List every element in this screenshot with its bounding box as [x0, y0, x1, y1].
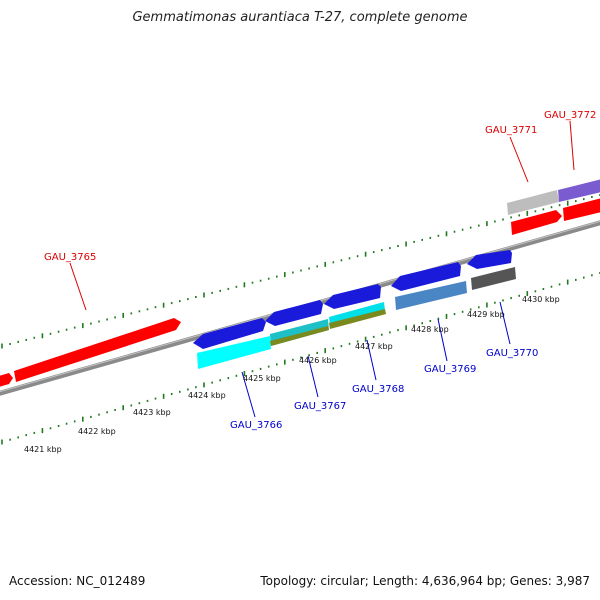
scale-label: 4421 kbp [24, 445, 62, 454]
gene-label-gau3772[interactable]: GAU_3772 [544, 110, 596, 121]
gene-label-gau3769[interactable]: GAU_3769 [424, 364, 476, 375]
scale-label: 4429 kbp [467, 310, 505, 319]
leader-gau3772 [569, 120, 575, 171]
gene-arrow-gau3772[interactable] [563, 196, 600, 221]
feature-bar-gau3769[interactable] [395, 281, 467, 310]
gene-label-gau3765[interactable]: GAU_3765 [44, 252, 96, 263]
scale-label: 4423 kbp [133, 408, 171, 417]
leader-gau3771 [509, 136, 529, 183]
leader-gau3768 [366, 339, 377, 381]
feature-bar-gau3766[interactable] [197, 336, 271, 369]
gene-label-gau3771[interactable]: GAU_3771 [485, 125, 537, 136]
gene-arrow-gau3769[interactable] [391, 262, 461, 291]
outer-tick-ring [1, 194, 600, 349]
leader-gau3769 [437, 318, 448, 362]
gene-arrow-gau3767[interactable] [265, 300, 323, 326]
leader-gau3765 [69, 262, 87, 311]
leader-gau3767 [307, 355, 319, 398]
scale-label: 4427 kbp [355, 342, 393, 351]
scale-label: 4430 kbp [522, 295, 560, 304]
leader-gau3770 [499, 301, 511, 345]
scale-label: 4424 kbp [188, 391, 226, 400]
feature-bar-gau3770[interactable] [471, 267, 516, 290]
gene-arrow-gau3768[interactable] [324, 284, 381, 309]
scale-label: 4428 kbp [411, 325, 449, 334]
scale-label: 4426 kbp [299, 356, 337, 365]
map-title: Gemmatimonas aurantiaca T-27, complete g… [132, 10, 468, 25]
gene-label-gau3767[interactable]: GAU_3767 [294, 401, 346, 412]
feature-bar-gau3772[interactable] [558, 177, 600, 202]
gene-arrow-gau3764[interactable] [0, 373, 13, 388]
gene-arrow-gau3771[interactable] [511, 210, 562, 235]
gene-label-gau3770[interactable]: GAU_3770 [486, 348, 538, 359]
feature-bar-gau3771[interactable] [507, 190, 559, 215]
feature-bar-gau3768-b[interactable] [329, 309, 386, 329]
inner-tick-ring [1, 272, 600, 445]
leader-gau3766 [241, 371, 256, 418]
gene-label-gau3766[interactable]: GAU_3766 [230, 420, 282, 431]
gene-arrow-gau3765[interactable] [14, 318, 181, 382]
gene-arrow-gau3770[interactable] [467, 250, 512, 269]
accession-text: Accession: NC_012489 [9, 574, 146, 588]
genome-summary: Topology: circular; Length: 4,636,964 bp… [260, 574, 590, 588]
feature-bar-gau3767-b[interactable] [270, 326, 329, 346]
scale-label: 4422 kbp [78, 427, 116, 436]
gene-arrow-gau3766[interactable] [193, 318, 266, 349]
gene-label-gau3768[interactable]: GAU_3768 [352, 384, 404, 395]
scale-label: 4425 kbp [243, 374, 281, 383]
